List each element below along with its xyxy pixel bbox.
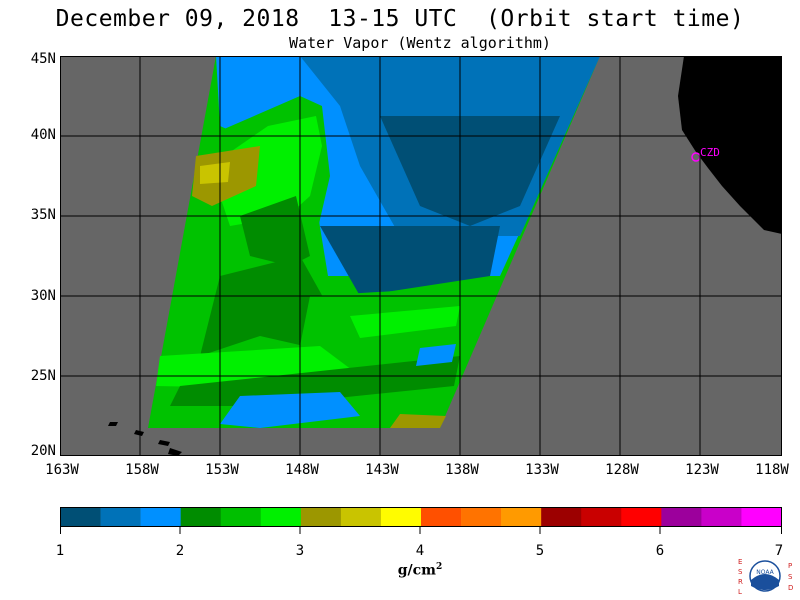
map-frame	[60, 56, 782, 456]
colorbar-label-7: 7	[774, 543, 784, 559]
logo-left-letter-0: E	[738, 558, 742, 566]
colorbar-cell	[541, 507, 582, 527]
lon-label-148w: 148W	[285, 462, 319, 478]
colorbar-cell	[60, 507, 101, 527]
island-hawaii	[168, 448, 182, 456]
lon-label-128w: 128W	[605, 462, 639, 478]
swath-dark-streak-south	[170, 356, 460, 406]
lat-label-30n: 30N	[30, 288, 56, 304]
colorbar-label-3: 3	[295, 543, 305, 559]
lon-label-143w: 143W	[365, 462, 399, 478]
colorbar-cell	[260, 507, 302, 527]
page-title: December 09, 2018 13-15 UTC (Orbit start…	[55, 6, 745, 32]
lon-label-158w: 158W	[125, 462, 159, 478]
lon-label-123w: 123W	[685, 462, 719, 478]
colorbar-units: g/cm2	[380, 562, 460, 579]
colorbar-label-4: 4	[415, 543, 425, 559]
noaa-logo-text: NOAA	[756, 569, 774, 576]
noaa-esrl-psd-logo: NOAA E S R L P S D	[738, 558, 793, 596]
colorbar-cell	[461, 507, 502, 527]
swath-dry-patch	[320, 226, 500, 296]
swath-bright-streak-1	[350, 306, 460, 338]
station-label: CZD	[700, 146, 720, 159]
island-kauai	[108, 422, 118, 426]
water-vapor-map: CZD	[60, 56, 782, 456]
logo-right-letter-2: D	[788, 584, 793, 592]
island-oahu	[134, 430, 144, 436]
lon-label-138w: 138W	[445, 462, 479, 478]
colorbar-cell	[421, 507, 462, 527]
colorbar-cell	[220, 507, 262, 527]
colorbar-cell	[581, 507, 622, 527]
units-base: g/cm	[397, 562, 436, 579]
colorbar-cell	[180, 507, 222, 527]
lon-label-133w: 133W	[525, 462, 559, 478]
logo-left-letter-2: R	[738, 578, 743, 586]
noaa-logo-wave	[751, 574, 779, 590]
lat-label-45n: 45N	[30, 51, 56, 67]
lat-label-40n: 40N	[30, 127, 56, 143]
colorbar-label-1: 1	[55, 543, 65, 559]
colorbar-frame	[60, 507, 782, 527]
units-superscript: 2	[435, 562, 443, 572]
lon-label-163w: 163W	[45, 462, 79, 478]
colorbar	[60, 507, 782, 534]
colorbar-cell	[340, 507, 382, 527]
lat-label-35n: 35N	[30, 207, 56, 223]
lat-label-20n: 20N	[30, 443, 56, 459]
colorbar-cell	[300, 507, 342, 527]
swath-yellow-patch	[200, 162, 230, 184]
logo-left-letter-3: L	[738, 588, 742, 596]
swath-olive-patch-south	[390, 414, 446, 428]
colorbar-cell	[100, 507, 141, 527]
swath-dark-band-mid	[200, 256, 328, 356]
colorbar-label-6: 6	[655, 543, 665, 559]
lon-label-118w: 118W	[755, 462, 789, 478]
lon-label-153w: 153W	[205, 462, 239, 478]
logo-right-letter-1: S	[788, 573, 793, 581]
island-maui	[158, 440, 170, 446]
swath-blue-patch-south	[220, 392, 360, 428]
land-california	[678, 56, 782, 234]
lat-label-25n: 25N	[30, 368, 56, 384]
swath-dark-band-upper	[240, 196, 310, 266]
colorbar-cell	[380, 507, 422, 527]
colorbar-cell	[661, 507, 702, 527]
map-grid	[60, 56, 782, 456]
logo-right-letter-0: P	[788, 562, 792, 570]
logo-left-letter-1: S	[738, 568, 743, 576]
swath-dry-region	[380, 116, 560, 226]
colorbar-cell	[501, 507, 542, 527]
swath-blue-streak-east	[416, 344, 456, 366]
colorbar-ticks	[60, 527, 782, 534]
colorbar-cell	[741, 507, 782, 527]
colorbar-cell	[621, 507, 662, 527]
page-subtitle: Water Vapor (Wentz algorithm)	[289, 34, 551, 52]
colorbar-label-5: 5	[535, 543, 545, 559]
colorbar-cell	[140, 507, 181, 527]
colorbar-label-2: 2	[175, 543, 185, 559]
colorbar-cell	[701, 507, 742, 527]
